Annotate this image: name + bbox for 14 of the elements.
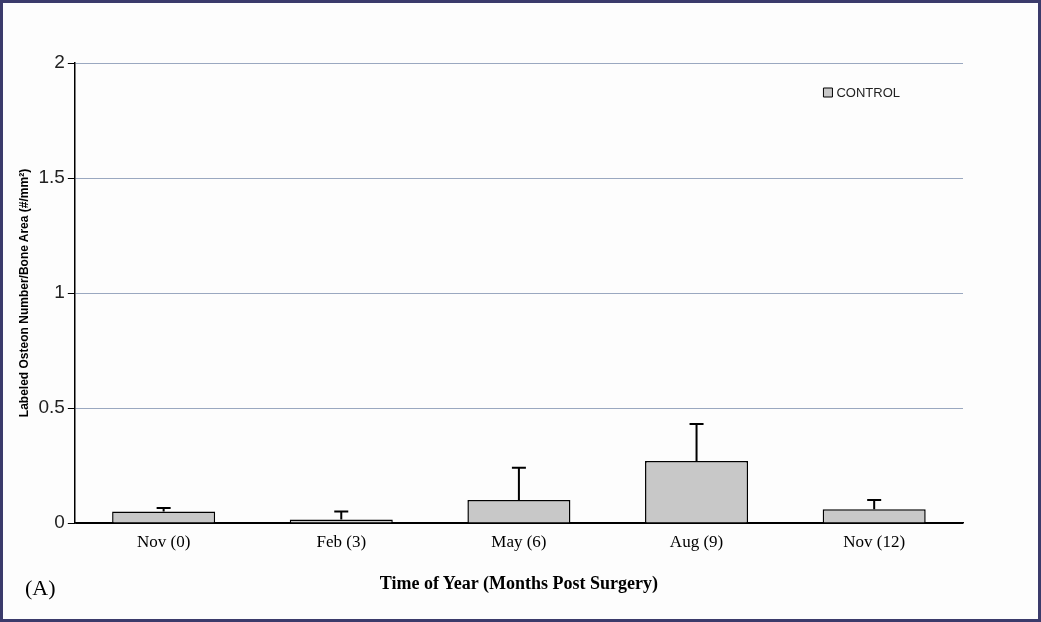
y-tick-label: 2	[54, 51, 65, 73]
legend-label: CONTROL	[836, 84, 900, 100]
y-tick-label: 0	[54, 511, 65, 533]
y-axis-title: Labeled Osteon Number/Bone Area (#/mm²)	[16, 168, 31, 418]
x-tick-label: Feb (3)	[316, 531, 367, 551]
text: (A)	[25, 575, 56, 601]
x-tick-label: Nov (0)	[136, 531, 191, 551]
x-tick-label: May (6)	[491, 531, 547, 551]
x-axis-title: Time of Year (Months Post Surgery)	[379, 572, 658, 594]
y-tick-label: 1	[54, 281, 65, 303]
y-tick-label: 0.5	[38, 396, 65, 418]
x-tick-label: Nov (12)	[843, 531, 906, 551]
x-tick-label: Aug (9)	[669, 531, 724, 551]
y-tick-label: 1.5	[38, 166, 65, 188]
